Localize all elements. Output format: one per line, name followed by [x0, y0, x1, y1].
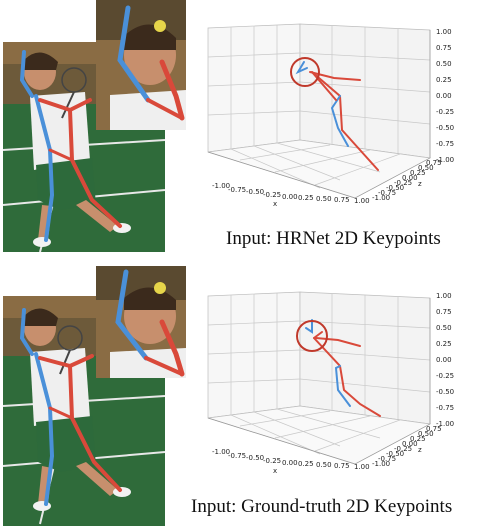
svg-text:0.25: 0.25 — [436, 340, 452, 348]
svg-text:-0.50: -0.50 — [246, 454, 264, 462]
svg-text:0.75: 0.75 — [436, 308, 452, 316]
svg-text:0.00: 0.00 — [436, 356, 452, 364]
z-axis-ticks: 1.00 0.75 0.50 0.25 0.00 -0.25 -0.50 -0.… — [436, 292, 454, 428]
svg-text:0.50: 0.50 — [436, 60, 452, 68]
skeleton-2d-overlay — [19, 50, 122, 242]
pose-3d-plot — [207, 291, 432, 465]
x-axis-ticks: -1.00 -0.75 -0.50 -0.25 0.00 0.25 0.50 0… — [212, 448, 370, 475]
svg-text:0.75: 0.75 — [334, 196, 350, 204]
svg-text:-0.75: -0.75 — [436, 404, 454, 412]
svg-text:-1.00: -1.00 — [212, 182, 230, 190]
skeleton-3d — [305, 319, 381, 417]
svg-text:-0.75: -0.75 — [436, 140, 454, 148]
svg-text:0.75: 0.75 — [436, 44, 452, 52]
depth-axis-ticks: -1.00 -0.75 -0.50 -0.25 0.00 0.25 0.50 0… — [372, 159, 442, 202]
svg-text:0.75: 0.75 — [426, 425, 442, 433]
svg-text:-1.00: -1.00 — [372, 194, 390, 202]
svg-text:0.50: 0.50 — [316, 461, 332, 469]
svg-text:-0.75: -0.75 — [378, 455, 396, 463]
svg-text:0.50: 0.50 — [316, 195, 332, 203]
svg-text:0.50: 0.50 — [418, 430, 434, 438]
svg-text:1.00: 1.00 — [354, 197, 370, 205]
svg-text:-0.50: -0.50 — [386, 184, 404, 192]
svg-text:-0.50: -0.50 — [436, 388, 454, 396]
svg-text:1.00: 1.00 — [436, 292, 452, 300]
svg-text:0.00: 0.00 — [282, 459, 298, 467]
pose-3d-plot — [207, 23, 432, 199]
svg-text:-0.25: -0.25 — [436, 108, 454, 116]
svg-text:-0.25: -0.25 — [394, 445, 412, 453]
svg-text:z: z — [418, 446, 422, 454]
svg-text:-1.00: -1.00 — [372, 460, 390, 468]
svg-text:0.00: 0.00 — [402, 174, 418, 182]
svg-text:-0.25: -0.25 — [263, 457, 281, 465]
svg-text:-1.00: -1.00 — [212, 448, 230, 456]
svg-text:0.25: 0.25 — [410, 435, 426, 443]
svg-text:x: x — [273, 467, 277, 475]
svg-text:0.75: 0.75 — [426, 159, 442, 167]
svg-text:0.25: 0.25 — [298, 460, 314, 468]
svg-text:0.50: 0.50 — [418, 164, 434, 172]
svg-text:-0.25: -0.25 — [263, 191, 281, 199]
svg-text:0.00: 0.00 — [282, 193, 298, 201]
svg-text:-0.50: -0.50 — [436, 124, 454, 132]
result-panel-hrnet: 1.00 0.75 0.50 0.25 0.00 -0.25 -0.50 -0.… — [0, 0, 503, 265]
svg-text:-0.50: -0.50 — [386, 450, 404, 458]
svg-text:x: x — [273, 200, 277, 208]
svg-text:0.00: 0.00 — [436, 92, 452, 100]
svg-text:1.00: 1.00 — [354, 463, 370, 471]
head-highlight-circle — [290, 57, 320, 87]
panel-caption: Input: Ground-truth 2D Keypoints — [191, 496, 453, 517]
z-axis-ticks: 1.00 0.75 0.50 0.25 0.00 -0.25 -0.50 -0.… — [436, 28, 454, 164]
svg-text:-1.00: -1.00 — [436, 420, 454, 428]
skeleton-2d-overlay — [19, 308, 122, 506]
svg-text:0.25: 0.25 — [410, 169, 426, 177]
svg-text:0.75: 0.75 — [334, 462, 350, 470]
svg-text:1.00: 1.00 — [436, 28, 452, 36]
svg-text:-1.00: -1.00 — [436, 156, 454, 164]
depth-axis-ticks: -1.00 -0.75 -0.50 -0.25 0.00 0.25 0.50 0… — [372, 425, 442, 468]
svg-text:-0.50: -0.50 — [246, 188, 264, 196]
panel-caption: Input: HRNet 2D Keypoints — [226, 228, 441, 249]
svg-text:-0.75: -0.75 — [228, 186, 246, 194]
svg-text:0.25: 0.25 — [298, 194, 314, 202]
svg-text:z: z — [418, 180, 422, 188]
svg-text:0.25: 0.25 — [436, 76, 452, 84]
panel-graphics: 1.00 0.75 0.50 0.25 0.00 -0.25 -0.50 -0.… — [2, 0, 454, 253]
result-panel-ground-truth: 1.00 0.75 0.50 0.25 0.00 -0.25 -0.50 -0.… — [0, 266, 503, 531]
panel-graphics: 1.00 0.75 0.50 0.25 0.00 -0.25 -0.50 -0.… — [2, 266, 454, 526]
svg-text:-0.75: -0.75 — [378, 189, 396, 197]
svg-text:-0.25: -0.25 — [394, 179, 412, 187]
x-axis-ticks: -1.00 -0.75 -0.50 -0.25 0.00 0.25 0.50 0… — [212, 182, 370, 208]
zoomed-inset-photo — [96, 0, 186, 130]
svg-text:-0.75: -0.75 — [228, 452, 246, 460]
svg-text:0.00: 0.00 — [402, 440, 418, 448]
head-highlight-circle — [296, 320, 328, 352]
svg-text:-0.25: -0.25 — [436, 372, 454, 380]
zoomed-inset-photo — [96, 266, 186, 378]
svg-text:0.50: 0.50 — [436, 324, 452, 332]
